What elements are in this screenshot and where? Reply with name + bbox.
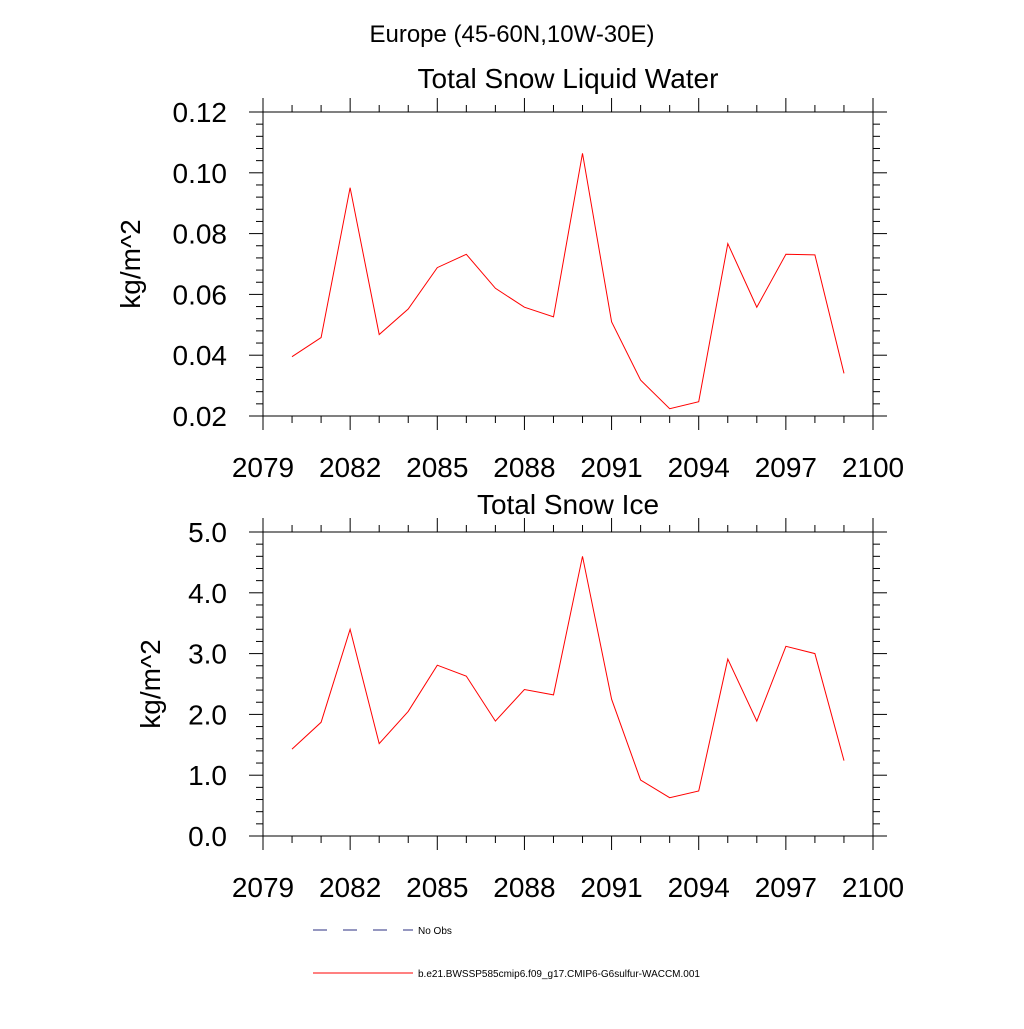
y-tick-label: 0.06 bbox=[173, 279, 228, 310]
y-tick-label: 0.0 bbox=[188, 821, 227, 852]
figure-title: Europe (45-60N,10W-30E) bbox=[369, 21, 654, 48]
plot-frame bbox=[262, 531, 874, 837]
x-tick-label: 2088 bbox=[493, 872, 555, 903]
x-tick-label: 2097 bbox=[755, 452, 817, 483]
plot-frame bbox=[262, 111, 874, 417]
legend-entry-model: b.e21.BWSSP585cmip6.f09_g17.CMIP6-G6sulf… bbox=[313, 969, 700, 980]
y-tick-label: 0.12 bbox=[173, 97, 228, 128]
legend-label-obs: No Obs bbox=[418, 926, 452, 937]
x-tick-label: 2094 bbox=[668, 872, 730, 903]
x-tick-label: 2085 bbox=[406, 452, 468, 483]
x-tick-label: 2088 bbox=[493, 452, 555, 483]
chart-title: Total Snow Ice bbox=[477, 489, 659, 520]
series-line bbox=[291, 556, 845, 799]
x-tick-label: 2097 bbox=[755, 872, 817, 903]
y-tick-label: 2.0 bbox=[188, 699, 227, 730]
legend: No Obs b.e21.BWSSP585cmip6.f09_g17.CMIP6… bbox=[313, 926, 700, 980]
x-tick-label: 2091 bbox=[580, 452, 642, 483]
y-tick-label: 0.08 bbox=[173, 219, 228, 250]
panel-snow-ice: Total Snow Ice kg/m^2 2079 2082 2085 2088 2091… bbox=[135, 489, 904, 903]
x-tick-label: 2085 bbox=[406, 872, 468, 903]
y-tick-label: 3.0 bbox=[188, 639, 227, 670]
series-line bbox=[291, 153, 845, 410]
x-tick-label: 2091 bbox=[580, 872, 642, 903]
legend-label-model: b.e21.BWSSP585cmip6.f09_g17.CMIP6-G6sulf… bbox=[418, 969, 700, 980]
y-tick-label: 5.0 bbox=[188, 517, 227, 548]
x-tick-label: 2100 bbox=[842, 872, 904, 903]
x-tick-label: 2079 bbox=[232, 452, 294, 483]
y-tick-label: 0.10 bbox=[173, 158, 228, 189]
y-tick-label: 1.0 bbox=[188, 760, 227, 791]
x-tick-label: 2100 bbox=[842, 452, 904, 483]
y-axis-label: kg/m^2 bbox=[115, 219, 146, 308]
x-tick-label: 2094 bbox=[668, 452, 730, 483]
chart-title: Total Snow Liquid Water bbox=[418, 63, 719, 94]
x-tick-label: 2082 bbox=[319, 872, 381, 903]
y-tick-label: 0.04 bbox=[173, 340, 228, 371]
x-tick-label: 2079 bbox=[232, 872, 294, 903]
y-tick-label: 4.0 bbox=[188, 578, 227, 609]
legend-entry-obs: No Obs bbox=[313, 926, 452, 937]
x-tick-label: 2082 bbox=[319, 452, 381, 483]
y-tick-label: 0.02 bbox=[173, 401, 228, 432]
panel-snow-liquid-water: Total Snow Liquid Water kg/m^2 2079 2082 208… bbox=[115, 63, 904, 483]
y-axis-label: kg/m^2 bbox=[135, 639, 166, 728]
